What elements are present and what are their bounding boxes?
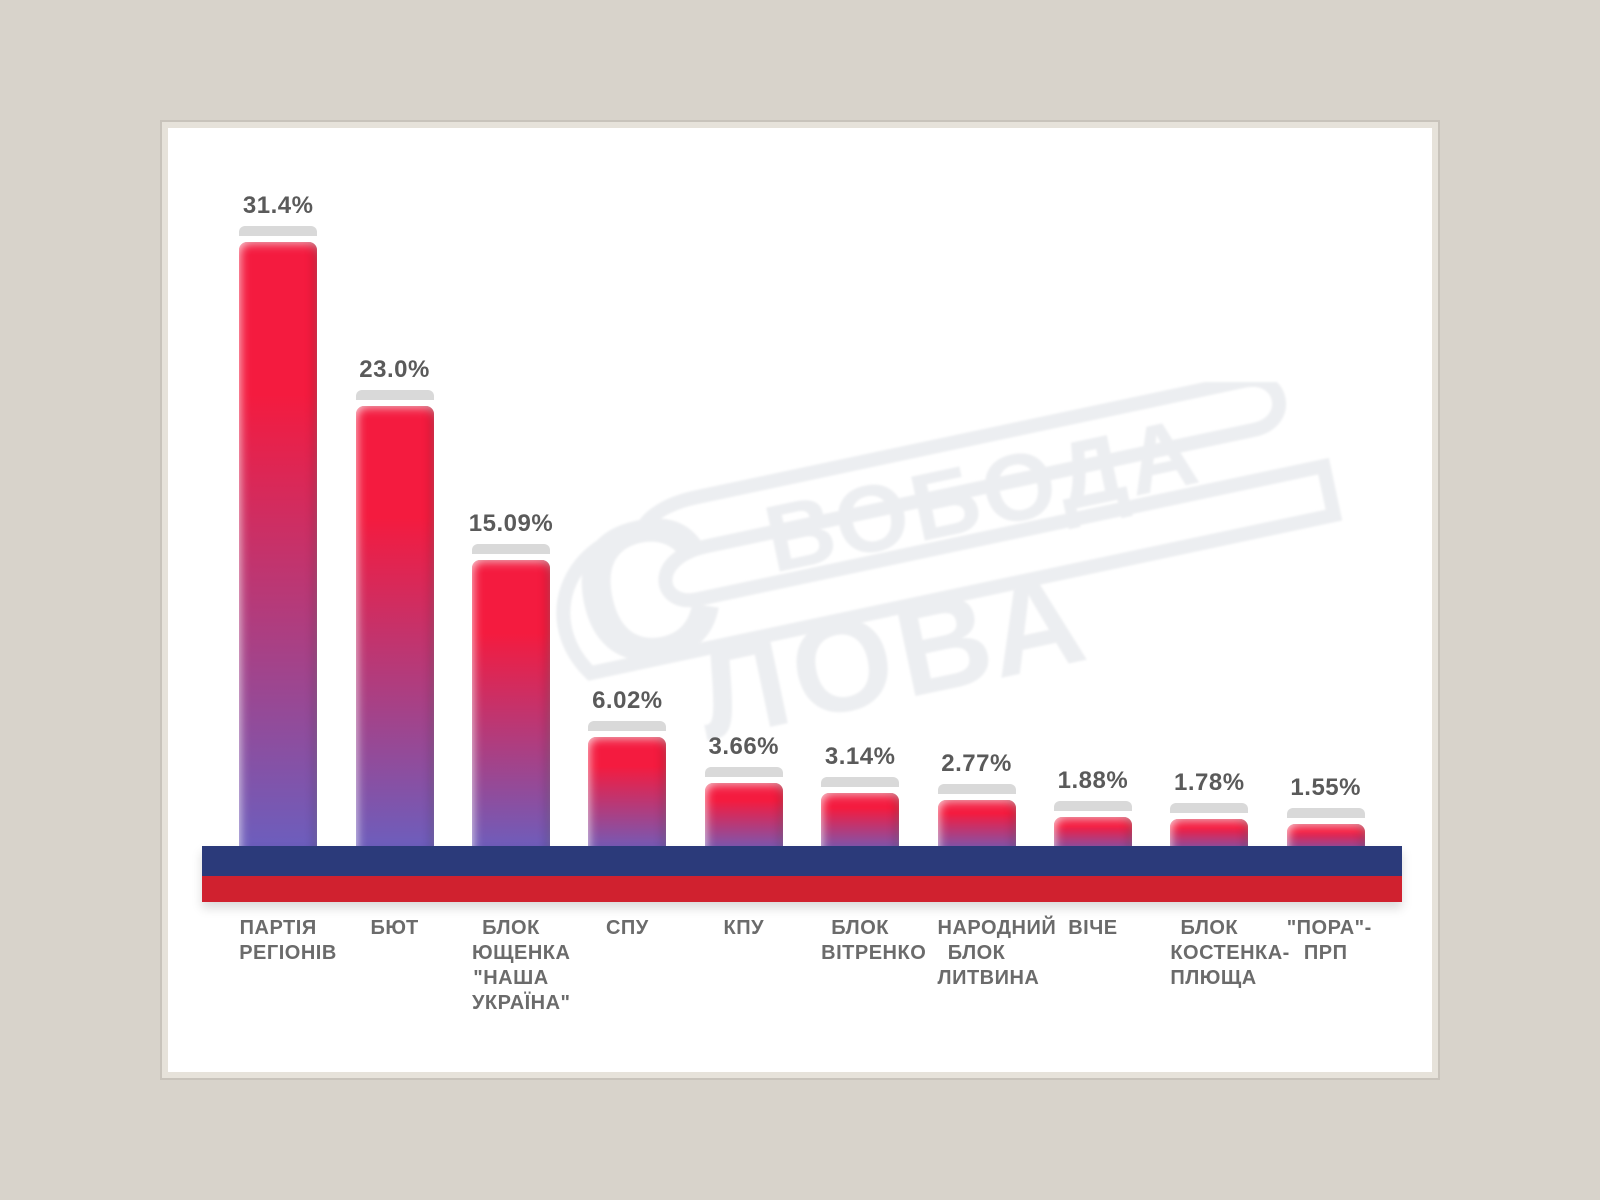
bar-cap — [239, 226, 317, 236]
bar — [588, 737, 666, 854]
bar-value-label: 15.09% — [469, 510, 553, 538]
bars-row: 31.4% 23.0% 15.09% 6.02% 3.66% 3.14% 2.77% 1.88… — [202, 182, 1402, 854]
bar-value-label: 2.77% — [941, 750, 1012, 778]
bar-slot-7: 1.88% — [1054, 182, 1132, 854]
category-label: СПУ — [588, 916, 666, 1016]
bar — [356, 406, 434, 854]
bar-value-label: 23.0% — [359, 356, 430, 384]
bar-cap — [472, 544, 550, 554]
bar-slot-3: 6.02% — [588, 182, 666, 854]
bar-slot-0: 31.4% — [239, 182, 317, 854]
bar-cap — [356, 390, 434, 400]
bar-value-label: 3.66% — [708, 733, 779, 761]
bar-value-label: 1.88% — [1058, 767, 1129, 795]
bar-cap — [705, 767, 783, 777]
bar-slot-4: 3.66% — [705, 182, 783, 854]
chart-area: 31.4% 23.0% 15.09% 6.02% 3.66% 3.14% 2.77% 1.88… — [202, 182, 1402, 902]
bar-cap — [588, 721, 666, 731]
bar-value-label: 3.14% — [825, 743, 896, 771]
bar-value-label: 31.4% — [243, 192, 314, 220]
category-label: КПУ — [705, 916, 783, 1016]
bar-cap — [821, 777, 899, 787]
bar-cap — [1054, 801, 1132, 811]
bar — [821, 793, 899, 854]
bar — [472, 560, 550, 854]
bar-slot-8: 1.78% — [1170, 182, 1248, 854]
category-label: БЮТ — [356, 916, 434, 1016]
bar-slot-5: 3.14% — [821, 182, 899, 854]
bar-cap — [938, 784, 1016, 794]
bar-slot-9: 1.55% — [1287, 182, 1365, 854]
category-label: ПАРТІЯ РЕГІОНІВ — [239, 916, 317, 1016]
bar-cap — [1287, 808, 1365, 818]
category-label: БЛОК КОСТЕНКА- ПЛЮЩА — [1170, 916, 1248, 1016]
bar-slot-2: 15.09% — [472, 182, 550, 854]
page-background: ВОБОДА ЛОВА С 31.4%23.0%15.09%6.02%3.66%… — [0, 0, 1600, 1200]
bar — [705, 783, 783, 854]
chart-card: ВОБОДА ЛОВА С 31.4%23.0%15.09%6.02%3.66%… — [160, 120, 1440, 1080]
category-label: БЛОК ЮЩЕНКА "НАША УКРАЇНА" — [472, 916, 550, 1016]
bar-value-label: 1.55% — [1290, 774, 1361, 802]
bar — [239, 242, 317, 854]
category-label: ВІЧЕ — [1054, 916, 1132, 1016]
axis-base-strip — [202, 846, 1402, 902]
bar-value-label: 6.02% — [592, 687, 663, 715]
bar-cap — [1170, 803, 1248, 813]
category-label: БЛОК ВІТРЕНКО — [821, 916, 899, 1016]
category-label: НАРОДНИЙ БЛОК ЛИТВИНА — [938, 916, 1016, 1016]
category-labels-row: ПАРТІЯ РЕГІОНІВ БЮТ БЛОК ЮЩЕНКА "НАША УКРА… — [202, 916, 1402, 1016]
category-label: "ПОРА"- ПРП — [1287, 916, 1365, 1016]
bar-slot-6: 2.77% — [938, 182, 1016, 854]
bar-slot-1: 23.0% — [356, 182, 434, 854]
bar-value-label: 1.78% — [1174, 769, 1245, 797]
